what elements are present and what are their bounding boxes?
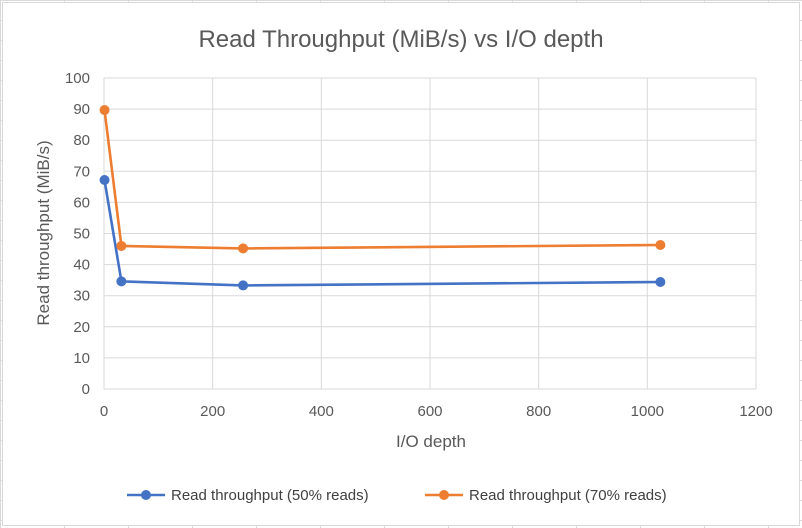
y-tick-label: 70	[73, 163, 90, 180]
series-1-point[interactable]	[655, 277, 666, 288]
y-tick-label: 20	[73, 319, 90, 336]
y-tick-label: 0	[82, 381, 90, 398]
legend-label-2: Read throughput (70% reads)	[469, 487, 667, 504]
chart-title: Read Throughput (MiB/s) vs I/O depth	[198, 26, 603, 53]
plot-series	[99, 105, 666, 291]
y-tick-label: 90	[73, 101, 90, 118]
legend-label-1: Read throughput (50% reads)	[171, 487, 369, 504]
legend-marker-1	[141, 490, 151, 500]
series-2-point[interactable]	[116, 240, 127, 251]
x-tick-label: 0	[100, 403, 108, 420]
series-1-point[interactable]	[238, 280, 249, 291]
y-tick-label: 10	[73, 350, 90, 367]
y-tick-label: 30	[73, 288, 90, 305]
x-tick-label: 200	[200, 403, 225, 420]
y-tick-label: 80	[73, 132, 90, 149]
y-tick-label: 100	[65, 70, 90, 87]
x-tick-label: 800	[526, 403, 551, 420]
chart-svg: Read Throughput (MiB/s) vs I/O depth 0 10…	[34, 26, 773, 504]
series-line-2[interactable]	[103, 109, 661, 250]
x-tick-label: 1000	[631, 403, 664, 420]
y-axis-title: Read throughput (MiB/s)	[34, 140, 53, 325]
legend: Read throughput (50% reads) Read throughp…	[127, 487, 667, 504]
series-2-point[interactable]	[99, 105, 110, 116]
series-1-point[interactable]	[116, 276, 127, 287]
x-tick-label: 600	[417, 403, 442, 420]
series-2-point[interactable]	[238, 243, 249, 254]
x-axis-title: I/O depth	[396, 432, 466, 451]
legend-marker-2	[439, 490, 449, 500]
y-tick-label: 60	[73, 194, 90, 211]
series-line-1[interactable]	[103, 179, 661, 287]
series-2-point[interactable]	[655, 240, 666, 251]
y-tick-label: 50	[73, 226, 90, 243]
y-tick-label: 40	[73, 257, 90, 274]
series-1-point[interactable]	[99, 175, 110, 186]
x-tick-label: 400	[309, 403, 334, 420]
x-tick-label: 1200	[739, 403, 772, 420]
gridlines	[103, 77, 757, 390]
